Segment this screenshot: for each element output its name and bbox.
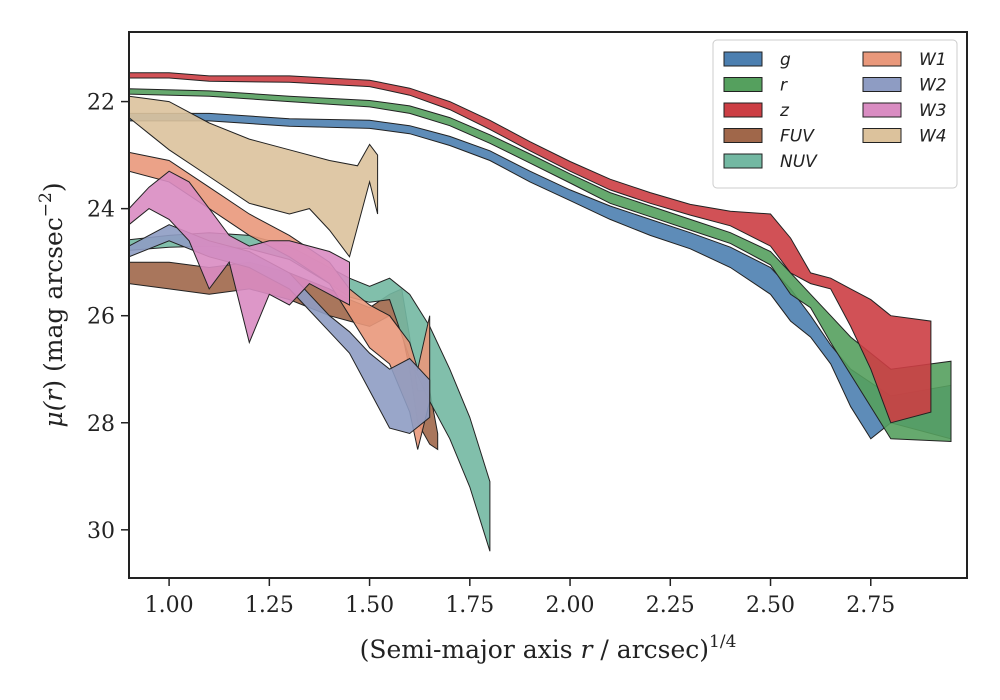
legend-label-g: g <box>780 50 791 70</box>
x-tick-label: 2.50 <box>746 593 795 618</box>
y-axis-title-prefix: μ( <box>39 400 68 427</box>
series-band-w4 <box>129 95 379 258</box>
legend-swatch-w1 <box>862 51 902 67</box>
y-axis-title-mid: ) (mag arcsec <box>39 217 68 390</box>
series-band-r <box>129 88 952 443</box>
legend-label-w4: W4 <box>919 127 947 147</box>
x-axis-title: (Semi-major axis r / arcsec)1/4 <box>360 632 737 664</box>
series-layer <box>129 72 952 552</box>
legend-label-fuv: FUV <box>780 127 815 147</box>
x-tick-label: 1.50 <box>345 593 394 618</box>
legend-label-nuv: NUV <box>780 152 818 172</box>
y-axis-title: μ(r) (mag arcsec−2) <box>36 182 68 427</box>
legend-swatch-r <box>723 77 763 92</box>
legend-swatch-w2 <box>862 77 902 92</box>
x-tick-label: 1.75 <box>445 593 494 618</box>
y-axis-title-var: r <box>39 388 68 402</box>
plot-frame <box>128 31 968 579</box>
y-tick-label: 24 <box>87 198 115 223</box>
y-tick-label: 28 <box>87 412 115 437</box>
y-axis-title-sup: −2 <box>36 192 56 217</box>
legend-swatch-z <box>723 102 763 118</box>
legend-label-w1: W1 <box>919 50 947 70</box>
legend-label-w3: W3 <box>919 101 947 121</box>
x-tick-label: 2.00 <box>546 593 595 618</box>
x-tick-label: 2.75 <box>846 593 895 618</box>
series-band-z <box>129 72 932 424</box>
legend-swatch-w3 <box>862 102 902 118</box>
legend-swatch-g <box>723 51 763 67</box>
x-tick-label: 2.25 <box>646 593 695 618</box>
legend-label-r: r <box>780 76 788 96</box>
x-axis-title-mid: / arcsec) <box>592 635 709 664</box>
y-tick-label: 30 <box>87 519 115 544</box>
ticks-layer: 1.00 1.25 1.50 1.75 2.00 2.25 2.50 2.75 22 24 26 28… <box>87 91 895 618</box>
legend-label-w2: W2 <box>919 76 947 96</box>
y-tick-label: 26 <box>87 305 115 330</box>
legend-swatch-nuv <box>723 153 763 169</box>
legend: grz FUV NUV W1 W2 W3 W4 <box>712 39 958 189</box>
x-axis-title-var: r <box>581 635 595 664</box>
y-tick-label: 22 <box>87 91 115 116</box>
x-axis-title-sup: 1/4 <box>709 632 736 652</box>
legend-label-z: z <box>779 101 790 121</box>
x-tick-label: 1.00 <box>145 593 194 618</box>
legend-swatch-w4 <box>862 128 902 143</box>
x-tick-label: 1.25 <box>245 593 294 618</box>
legend-swatch-fuv <box>723 128 763 143</box>
x-axis-title-prefix: (Semi-major axis <box>360 635 581 664</box>
y-axis-title-suffix: ) <box>39 182 68 192</box>
series-band-w3 <box>129 170 350 345</box>
